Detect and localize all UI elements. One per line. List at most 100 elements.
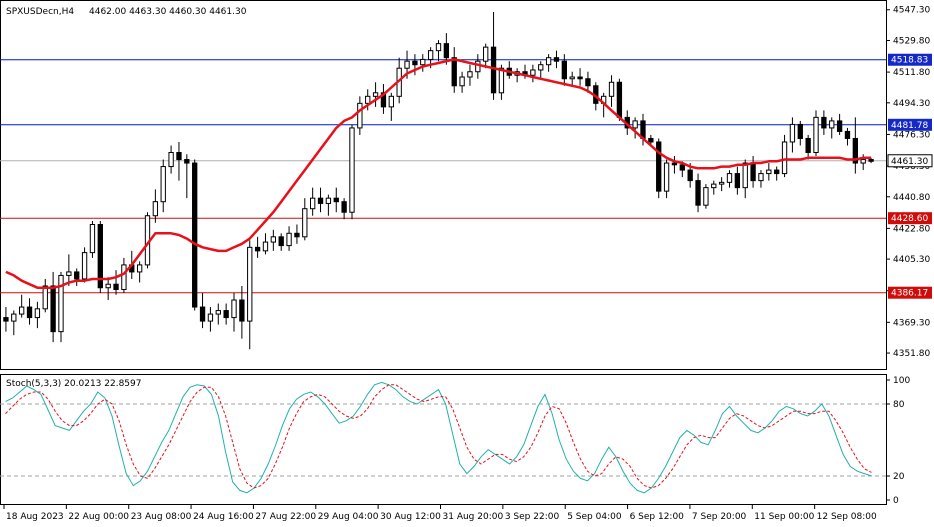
time-tick-label: 29 Aug 04:00 xyxy=(318,512,379,522)
candle-body xyxy=(97,224,103,289)
time-tick-label: 27 Aug 22:00 xyxy=(255,512,316,522)
time-tick-label: 5 Sep 04:00 xyxy=(567,512,622,522)
candle-body xyxy=(278,236,284,247)
stochastic-tick-label: 20 xyxy=(893,472,905,482)
price-pane-border xyxy=(0,0,887,370)
candle-body xyxy=(168,152,174,168)
moving-average xyxy=(5,58,872,289)
candle-body xyxy=(829,120,835,129)
time-axis: 18 Aug 2023 22 Aug 00:00 23 Aug 08:00 24 Au… xyxy=(3,505,877,522)
candle-body xyxy=(569,76,575,80)
stochastic-levels xyxy=(0,403,886,477)
chart-symbol: SPXUSDecn,H4 xyxy=(6,7,74,17)
candle-body xyxy=(26,306,33,319)
candle-body xyxy=(459,76,465,87)
stochastic-lines xyxy=(5,381,872,494)
level-labels: 4518.83 4481.78 4428.60 4386.17 4461.30 xyxy=(887,53,933,299)
level-label: 4518.83 xyxy=(891,56,928,66)
time-tick-label: 3 Sep 22:00 xyxy=(505,512,560,522)
price-tick-label: 4405.30 xyxy=(893,255,930,265)
candle-body xyxy=(223,310,229,319)
candle-body xyxy=(152,201,159,217)
candle-body xyxy=(427,50,434,60)
candle-body xyxy=(766,169,772,175)
stochastic-signal-line xyxy=(5,384,872,489)
candle-body xyxy=(813,116,819,154)
candle-body xyxy=(254,246,261,252)
candle-body xyxy=(262,241,269,252)
candle-body xyxy=(679,164,685,171)
candle-body xyxy=(136,264,143,273)
candle-body xyxy=(388,95,394,108)
candle-body xyxy=(718,181,725,185)
candle-body xyxy=(294,232,300,238)
candle-body xyxy=(844,130,851,139)
current-price-label-bg xyxy=(887,154,933,168)
level-label: 4481.78 xyxy=(891,121,928,131)
candle-body xyxy=(860,159,866,164)
candle-body xyxy=(435,43,442,52)
candle-body xyxy=(467,71,473,78)
price-tick-label: 4440.80 xyxy=(893,193,930,203)
candle-body xyxy=(81,252,88,280)
candle-body xyxy=(341,201,347,213)
candle-body xyxy=(585,78,591,87)
stochastic-main-line xyxy=(5,381,872,494)
candle-body xyxy=(302,208,308,238)
price-pane[interactable]: 4547.304529.804511.804494.304476.304458.… xyxy=(0,0,933,370)
time-tick-label: 30 Aug 12:00 xyxy=(380,512,441,522)
candle-body xyxy=(3,317,9,322)
stochastic-pane[interactable]: 100 80 20 0 Stoch(5,3,3) 20.0213 22.8597 xyxy=(0,374,910,507)
chart-ohlc: 4462.00 4463.30 4460.30 4461.30 xyxy=(89,7,247,17)
candle-body xyxy=(663,162,670,192)
candle-body xyxy=(317,197,324,204)
candle-body xyxy=(742,162,748,189)
candle-body xyxy=(160,166,166,203)
candle-body xyxy=(199,306,206,322)
candle-body xyxy=(121,264,127,290)
time-tick-label: 31 Aug 20:00 xyxy=(443,512,504,522)
candle-body xyxy=(18,306,25,315)
time-tick-label: 23 Aug 08:00 xyxy=(131,512,192,522)
candle-body xyxy=(577,76,583,80)
candle-body xyxy=(868,159,874,162)
candle-body xyxy=(309,197,316,210)
time-tick-label: 22 Aug 00:00 xyxy=(68,512,129,522)
candle-body xyxy=(420,58,426,66)
candle-body xyxy=(239,299,245,322)
candle-body xyxy=(270,236,277,243)
candle-body xyxy=(805,137,811,154)
level-label-bg xyxy=(888,53,932,66)
candle-body xyxy=(821,116,827,129)
candle-body xyxy=(530,69,536,76)
candle-body xyxy=(483,46,489,62)
candle-body xyxy=(553,57,560,62)
candle-body xyxy=(34,308,41,319)
candle-body xyxy=(42,285,48,310)
candle-body xyxy=(286,232,292,247)
candle-body xyxy=(789,123,796,143)
candle-body xyxy=(11,313,17,322)
stochastic-header: Stoch(5,3,3) 20.0213 22.8597 xyxy=(6,379,141,389)
candle-body xyxy=(231,299,237,319)
time-tick-label: 6 Sep 12:00 xyxy=(630,512,685,522)
level-label: 4428.60 xyxy=(891,214,928,224)
candle-body xyxy=(349,127,355,213)
candle-body xyxy=(734,173,741,189)
candle-body xyxy=(545,57,552,66)
candle-body xyxy=(726,173,733,183)
time-tick-label: 18 Aug 2023 xyxy=(6,512,64,522)
level-label-bg xyxy=(888,118,932,131)
candle-body xyxy=(498,67,505,94)
candle-body xyxy=(836,120,843,132)
candle-body xyxy=(797,123,803,139)
candle-body xyxy=(74,271,80,280)
candle-body xyxy=(66,271,72,276)
candle-body xyxy=(490,46,497,94)
stochastic-tick-label: 80 xyxy=(893,400,905,410)
stochastic-tick-label: 0 xyxy=(893,496,899,506)
moving-average-line xyxy=(5,58,872,289)
candle-body xyxy=(750,162,756,182)
candle-body xyxy=(656,141,662,192)
